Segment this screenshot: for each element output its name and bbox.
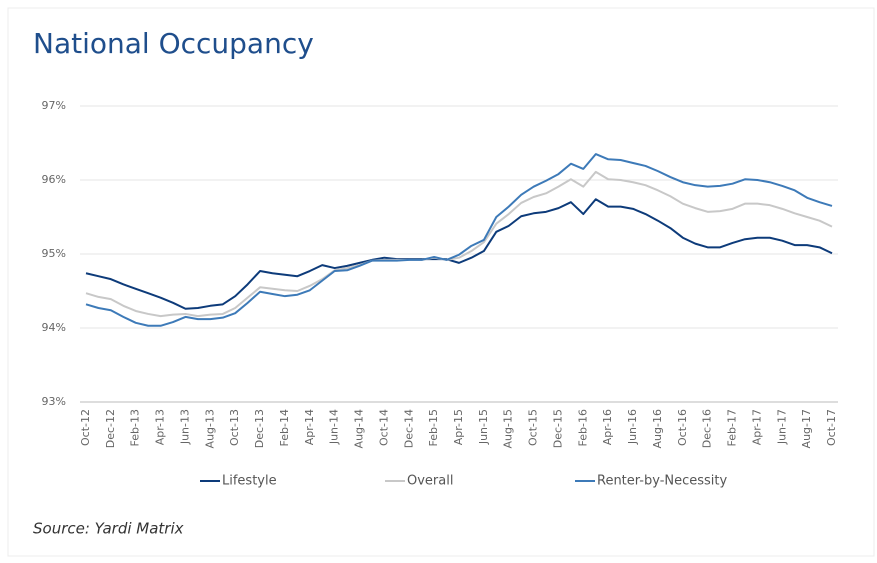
legend-label: Lifestyle: [222, 474, 277, 489]
x-tick-label: Jun-14: [328, 409, 341, 445]
x-tick-label: Feb-15: [427, 409, 440, 446]
x-tick-label: Apr-17: [750, 409, 763, 445]
source: Source: Yardi Matrix: [33, 520, 184, 538]
x-tick-label: Oct-16: [676, 409, 689, 446]
x-tick-label: Apr-16: [601, 409, 614, 445]
series-line: [85, 198, 833, 310]
x-tick-label: Apr-13: [154, 409, 167, 445]
x-tick-label: Aug-15: [502, 409, 515, 448]
x-tick-label: Aug-13: [203, 409, 216, 448]
x-tick-label: Feb-17: [726, 409, 739, 446]
x-tick-label: Dec-12: [104, 409, 117, 448]
x-tick-label: Jun-13: [178, 409, 191, 445]
series-line: [85, 170, 833, 318]
x-tick-label: Oct-17: [825, 409, 838, 446]
y-tick-label: 97%: [42, 99, 66, 112]
x-tick-label: Oct-13: [228, 409, 241, 446]
x-tick-label: Jun-16: [626, 409, 639, 445]
card: [7, 7, 875, 557]
x-tick-label: Oct-14: [377, 409, 390, 446]
x-tick-label: Dec-16: [701, 409, 714, 448]
x-tick-label: Aug-14: [353, 409, 366, 448]
y-tick-label: 93%: [42, 395, 66, 408]
series-line: [85, 153, 833, 327]
x-tick-label: Oct-15: [527, 409, 540, 446]
x-tick-label: Aug-16: [651, 409, 664, 448]
x-tick-label: Oct-12: [79, 409, 92, 446]
y-tick-label: 96%: [42, 173, 66, 186]
y-tick-label: 95%: [42, 247, 66, 260]
x-tick-label: Dec-13: [253, 409, 266, 448]
x-tick-label: Jun-15: [477, 409, 490, 445]
chart-title: National Occupancy: [33, 27, 314, 60]
x-tick-label: Aug-17: [800, 409, 813, 448]
y-tick-label: 94%: [42, 321, 66, 334]
x-tick-label: Feb-16: [576, 409, 589, 446]
x-tick-label: Feb-14: [278, 409, 291, 446]
legend-label: Overall: [407, 474, 453, 489]
x-tick-label: Apr-14: [303, 409, 316, 445]
x-tick-label: Dec-14: [402, 409, 415, 448]
legend-label: Renter-by-Necessity: [597, 474, 728, 489]
x-tick-label: Jun-17: [775, 409, 788, 445]
x-tick-label: Feb-13: [129, 409, 142, 446]
x-tick-label: Apr-15: [452, 409, 465, 445]
x-tick-label: Dec-15: [551, 409, 564, 448]
